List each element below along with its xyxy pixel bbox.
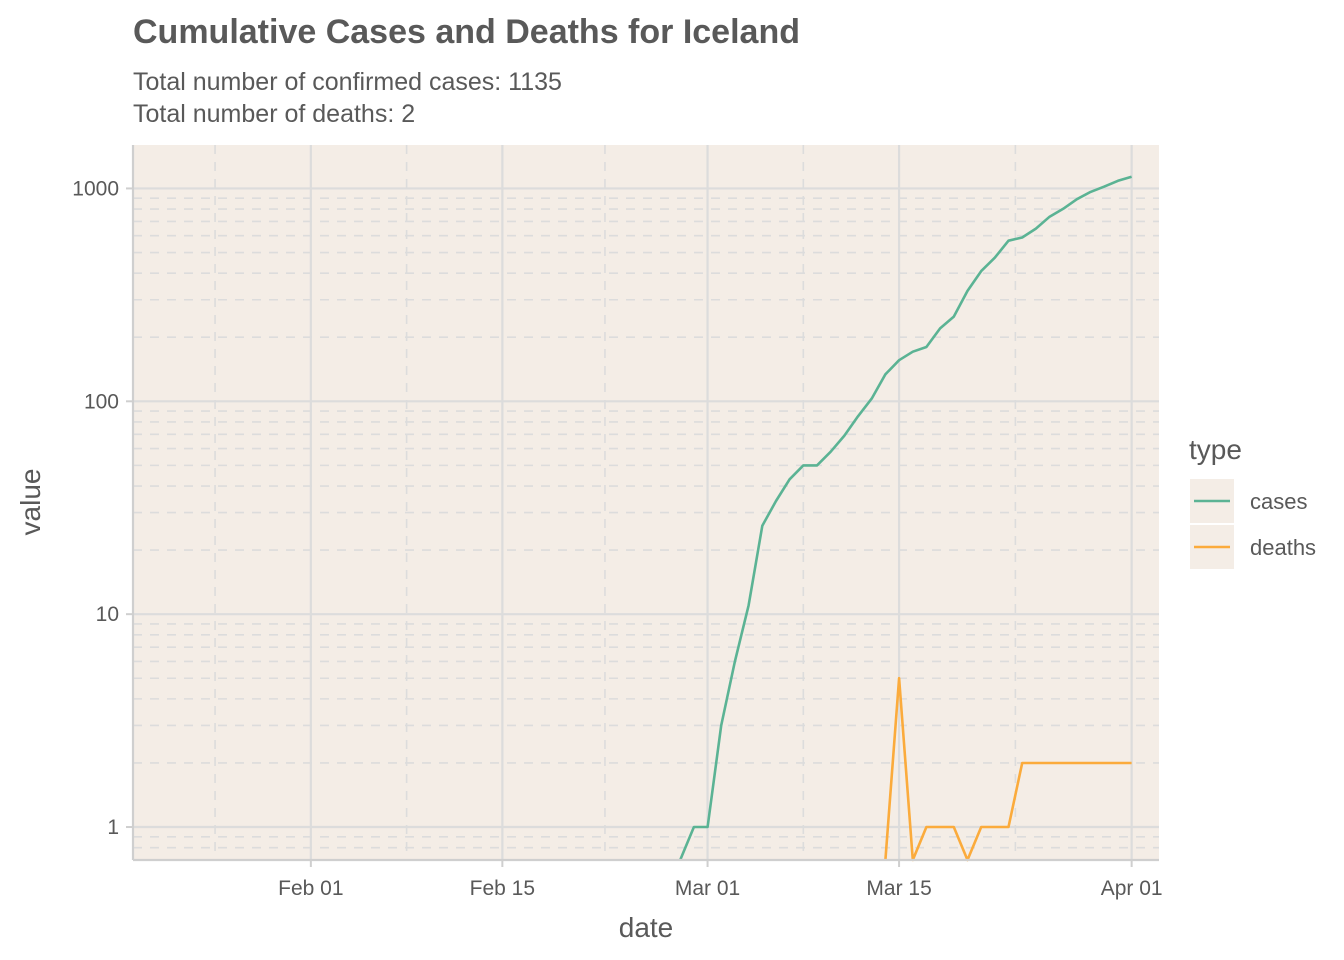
y-tick-label-3: 1000 xyxy=(72,177,119,200)
legend-label-deaths: deaths xyxy=(1250,535,1316,560)
series-layer xyxy=(678,175,1132,862)
y-axis-title: value xyxy=(15,469,46,536)
chart-subtitle-line-1: Total number of confirmed cases: 1135 xyxy=(133,68,562,96)
y-tick-label-0: 1 xyxy=(107,816,119,839)
x-axis-ticks: Feb 01 Feb 15 Mar 01 Mar 15 Apr 01 xyxy=(278,860,1163,900)
chart-subtitle-line-2: Total number of deaths: 2 xyxy=(133,100,415,128)
x-tick-label-0: Feb 01 xyxy=(278,877,343,900)
y-axis-ticks: 1 10 100 1000 xyxy=(72,177,133,839)
x-tick-label-1: Feb 15 xyxy=(470,877,535,900)
legend: type cases deaths xyxy=(1189,434,1316,569)
chart-title: Cumulative Cases and Deaths for Iceland xyxy=(133,13,800,51)
x-axis-title: date xyxy=(619,912,674,943)
x-tick-label-2: Mar 01 xyxy=(675,877,740,900)
x-tick-label-3: Mar 15 xyxy=(866,877,931,900)
legend-label-cases: cases xyxy=(1250,489,1307,514)
x-tick-label-4: Apr 01 xyxy=(1101,877,1163,900)
axis-lines xyxy=(131,145,1159,862)
legend-title: type xyxy=(1189,434,1242,465)
y-tick-label-1: 10 xyxy=(96,603,119,626)
minor-gridlines xyxy=(133,145,1159,861)
series-line-cases xyxy=(678,175,1132,861)
y-tick-label-2: 100 xyxy=(84,390,119,413)
series-line-deaths xyxy=(884,676,1132,862)
